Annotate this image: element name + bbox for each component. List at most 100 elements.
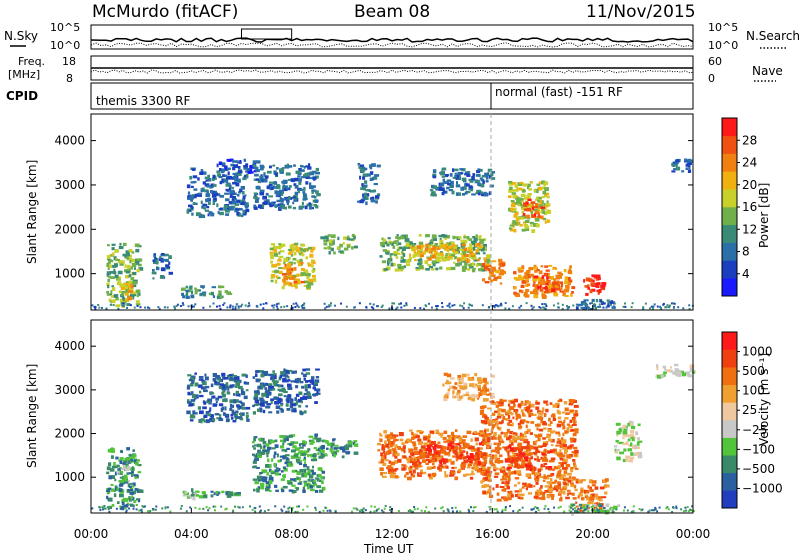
heatmap-cell	[292, 201, 295, 205]
heatmap-cell	[411, 431, 414, 435]
heatmap-cell	[476, 454, 480, 458]
heatmap-cell	[464, 254, 469, 258]
heatmap-cell	[314, 477, 320, 480]
heatmap-cell	[441, 465, 445, 469]
heatmap-cell	[403, 464, 407, 467]
heatmap-cell	[220, 385, 225, 389]
heatmap-cell	[506, 484, 510, 487]
heatmap-cell	[117, 469, 121, 472]
heatmap-cell	[332, 239, 335, 243]
heatmap-cell	[452, 394, 455, 398]
heatmap-cell	[328, 251, 331, 255]
heatmap-cell	[290, 449, 296, 453]
heatmap-cell	[545, 476, 550, 480]
heatmap-cell	[280, 199, 284, 203]
heatmap-cell	[533, 208, 538, 212]
heatmap-cell	[578, 479, 582, 484]
heatmap-cell	[212, 174, 216, 179]
heatmap-cell	[285, 458, 290, 462]
heatmap-cell	[573, 484, 577, 489]
heatmap-cell	[136, 268, 140, 273]
heatmap-cell	[412, 452, 415, 457]
heatmap-cell	[568, 492, 572, 495]
heatmap-cell	[303, 195, 308, 199]
heatmap-cell	[332, 438, 336, 441]
heatmap-cell	[401, 467, 406, 471]
heatmap-cell	[274, 205, 278, 208]
heatmap-cell	[425, 268, 430, 271]
heatmap-cell	[520, 217, 525, 220]
heatmap-cell	[526, 201, 529, 205]
heatmap-cell	[423, 251, 426, 255]
heatmap-cell	[513, 271, 517, 275]
heatmap-cell	[521, 459, 526, 463]
heatmap-cell	[492, 424, 496, 427]
heatmap-cell	[390, 466, 394, 471]
heatmap-cell	[204, 176, 209, 180]
heatmap-cell	[388, 307, 391, 310]
heatmap-cell	[270, 471, 276, 475]
heatmap-cell	[488, 505, 491, 508]
heatmap-cell	[537, 458, 541, 462]
heatmap-cell	[630, 433, 634, 437]
heatmap-cell	[280, 306, 283, 309]
heatmap-cell	[282, 377, 287, 382]
heatmap-cell	[534, 217, 540, 222]
heatmap-cell	[564, 430, 569, 434]
heatmap-cell	[604, 491, 608, 495]
heatmap-cell	[291, 306, 294, 309]
heatmap-cell	[393, 450, 398, 454]
heatmap-cell	[481, 263, 486, 267]
heatmap-cell	[519, 197, 523, 201]
heatmap-cell	[517, 182, 523, 186]
heatmap-cell	[279, 250, 285, 253]
heatmap-cell	[547, 428, 552, 433]
heatmap-cell	[443, 398, 448, 402]
heatmap-cell	[427, 454, 430, 459]
heatmap-cell	[258, 204, 263, 209]
heatmap-cell	[555, 275, 561, 280]
heatmap-cell	[547, 288, 551, 293]
heatmap-cell	[190, 287, 193, 290]
heatmap-cell	[348, 238, 354, 241]
heatmap-cell	[266, 199, 270, 203]
heatmap-cell	[188, 393, 192, 396]
heatmap-cell	[428, 244, 431, 249]
heatmap-cell	[572, 476, 576, 481]
heatmap-cell	[246, 418, 250, 422]
heatmap-cell	[512, 416, 515, 420]
heatmap-cell	[135, 508, 138, 511]
heatmap-cell	[428, 266, 434, 269]
heatmap-cell	[592, 505, 594, 508]
heatmap-cell	[270, 470, 275, 473]
heatmap-cell	[604, 510, 607, 513]
heatmap-cell	[245, 416, 249, 419]
heatmap-cell	[381, 444, 384, 447]
heatmap-cell	[454, 382, 458, 385]
heatmap-cell	[446, 439, 450, 443]
heatmap-cell	[194, 289, 199, 292]
heatmap-cell	[551, 472, 555, 476]
heatmap-cell	[214, 190, 217, 194]
heatmap-cell	[337, 236, 340, 241]
heatmap-cell	[442, 437, 447, 440]
heatmap-cell	[559, 505, 562, 508]
heatmap-cell	[425, 506, 428, 509]
heatmap-cell	[318, 479, 322, 482]
heatmap-cell	[620, 428, 623, 433]
heatmap-cell	[197, 193, 202, 197]
heatmap-cell	[262, 479, 268, 483]
heatmap-cell	[311, 264, 314, 268]
colorbar-tick-label: 20	[742, 178, 757, 192]
heatmap-cell	[534, 290, 539, 293]
heatmap-cell	[424, 510, 426, 513]
heatmap-cell	[390, 432, 393, 436]
heatmap-cell	[298, 505, 300, 508]
heatmap-cell	[657, 374, 662, 379]
heatmap-cell	[238, 506, 241, 509]
heatmap-cell	[411, 248, 415, 252]
heatmap-cell	[564, 288, 568, 293]
heatmap-cell	[192, 168, 196, 171]
heatmap-cell	[685, 509, 687, 512]
heatmap-cell	[118, 260, 122, 263]
